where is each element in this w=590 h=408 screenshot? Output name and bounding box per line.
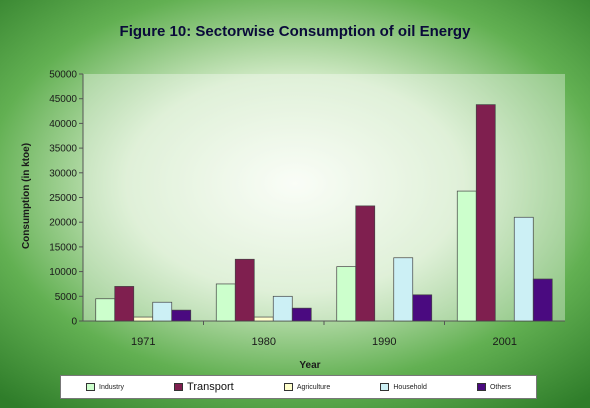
- x-tick-label: 1980: [252, 336, 276, 348]
- bar-transport-2001: [475, 104, 496, 322]
- legend-item-industry: Industry: [86, 383, 124, 391]
- x-axis-title: Year: [299, 360, 320, 371]
- bar-transport-1971: [114, 286, 135, 322]
- legend-label: Household: [393, 383, 427, 391]
- y-tick-label: 35000: [49, 144, 77, 155]
- bar-others-2001: [532, 278, 553, 322]
- legend-item-transport: Transport: [174, 381, 234, 393]
- legend-label: Industry: [99, 383, 124, 391]
- bar-household-1990: [393, 257, 414, 322]
- legend-label: Agriculture: [296, 383, 331, 391]
- bar-industry-1990: [336, 266, 357, 322]
- y-tick-label: 0: [71, 317, 77, 328]
- y-tick-label: 30000: [49, 168, 77, 179]
- legend-swatch: [86, 383, 96, 391]
- legend-label: Others: [489, 383, 511, 391]
- y-tick-label: 40000: [49, 119, 77, 130]
- legend-item-household: Household: [380, 383, 427, 391]
- legend-swatch: [174, 383, 184, 391]
- y-tick-label: 10000: [49, 267, 77, 278]
- y-tick-label: 20000: [49, 218, 77, 229]
- y-tick-label: 5000: [55, 292, 78, 303]
- legend-label: Transport: [187, 381, 234, 393]
- bar-household-1980: [272, 295, 293, 322]
- y-tick-label: 50000: [49, 70, 77, 81]
- y-axis-title: Consumption (in ktoe): [21, 143, 32, 249]
- legend-item-agriculture: Agriculture: [283, 383, 331, 391]
- y-tick-label: 15000: [49, 242, 77, 253]
- x-tick-label: 1990: [372, 336, 396, 348]
- bar-agriculture-1971: [133, 316, 154, 322]
- x-tick-label: 2001: [493, 336, 517, 348]
- bar-industry-1971: [95, 298, 116, 322]
- bar-others-1990: [412, 294, 433, 322]
- legend: Industry Transport Agriculture Household Oth…: [60, 375, 537, 399]
- legend-swatch: [380, 383, 390, 391]
- legend-swatch: [283, 383, 293, 391]
- bar-agriculture-1980: [253, 316, 274, 322]
- legend-item-others: Others: [476, 383, 511, 391]
- y-tick-label: 45000: [49, 94, 77, 105]
- bar-others-1980: [291, 307, 312, 322]
- bar-household-2001: [513, 216, 534, 322]
- bar-industry-2001: [456, 190, 477, 322]
- bar-others-1971: [171, 309, 192, 322]
- y-tick-label: 25000: [49, 193, 77, 204]
- bar-industry-1980: [215, 283, 236, 322]
- chart-title: Figure 10: Sectorwise Consumption of oil…: [120, 23, 472, 40]
- x-tick-label: 1971: [131, 336, 155, 348]
- bar-transport-1990: [355, 205, 376, 322]
- bar-transport-1980: [234, 258, 255, 322]
- bar-household-1971: [152, 301, 173, 322]
- legend-swatch: [476, 383, 486, 391]
